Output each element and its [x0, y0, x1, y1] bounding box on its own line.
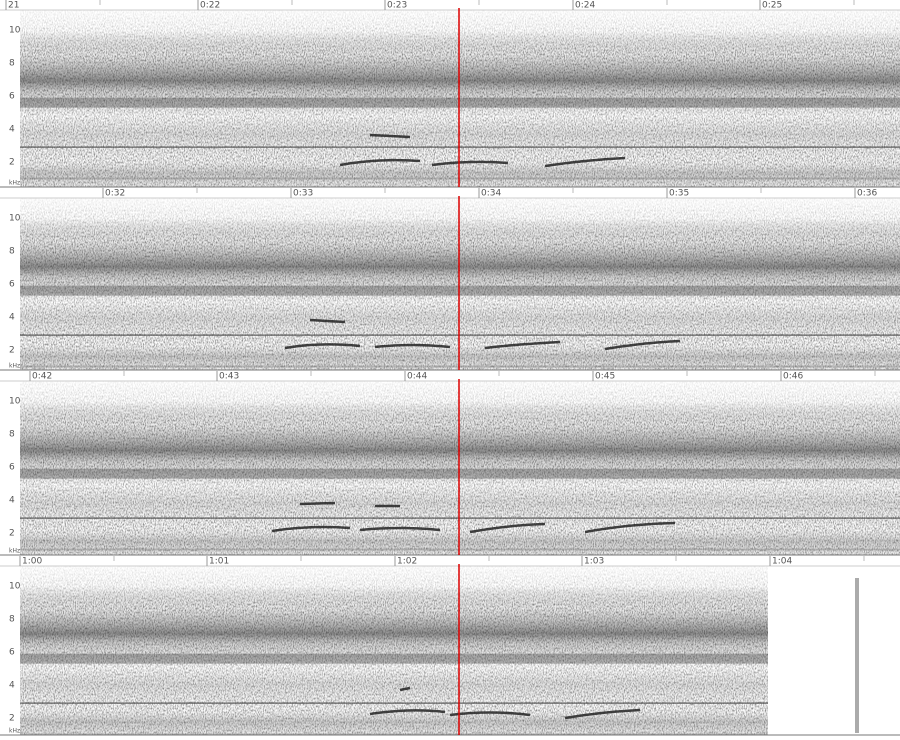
band [20, 469, 900, 479]
band [20, 98, 900, 108]
freq-label: 2 [9, 714, 15, 724]
unit-label: kHz [9, 363, 20, 370]
freq-label: 2 [9, 158, 15, 168]
freq-label: 4 [9, 125, 15, 135]
time-label: 0:45 [595, 372, 615, 382]
time-label: 0:43 [219, 372, 239, 382]
freq-label: 6 [9, 648, 15, 658]
time-label: 1:01 [209, 557, 229, 567]
freq-label: 8 [9, 247, 15, 257]
freq-label: 8 [9, 59, 15, 69]
time-label: 0:44 [407, 372, 427, 382]
time-label: 0:32 [105, 189, 125, 199]
spectrogram-view: 210:220:230:240:25108642kHz0:320:330:340… [0, 0, 900, 736]
freq-label: 6 [9, 280, 15, 290]
call-trace [300, 503, 335, 504]
time-label: 0:24 [575, 1, 595, 11]
freq-label: 6 [9, 92, 15, 102]
time-label: 1:00 [22, 557, 42, 567]
time-label: 0:22 [200, 1, 220, 11]
freq-label: 8 [9, 615, 15, 625]
time-label: 1:04 [772, 557, 792, 567]
freq-label: 2 [9, 346, 15, 356]
freq-label: 8 [9, 430, 15, 440]
silence [768, 566, 900, 735]
freq-label: 4 [9, 496, 15, 506]
spectrogram-panel: 1:00 1:01 1:02 1:03 1:04 10 8 6 4 2 kHz [0, 556, 900, 735]
unit-label: kHz [9, 180, 20, 187]
spectrogram-bands [20, 198, 900, 370]
freq-label: 10 [9, 26, 21, 36]
time-label: 0:23 [387, 1, 407, 11]
spectrogram-panel: 0:42 0:43 0:44 0:45 0:46 10 8 6 4 2 kHz [0, 371, 900, 555]
time-label: 0:25 [762, 1, 782, 11]
ruler [0, 556, 900, 566]
time-label: 0:35 [669, 189, 689, 199]
ruler [0, 371, 900, 381]
spectrogram-bands [20, 381, 900, 555]
time-label: 0:42 [32, 372, 52, 382]
ruler [0, 188, 900, 198]
freq-label: 10 [9, 214, 21, 224]
unit-label: kHz [9, 728, 20, 735]
time-label: 1:03 [584, 557, 604, 567]
time-label: 1:02 [397, 557, 417, 567]
freq-label: 10 [9, 582, 21, 592]
freq-label: 4 [9, 681, 15, 691]
freq-label: 6 [9, 463, 15, 473]
spectrogram-panel: 0:32 0:33 0:34 0:35 0:36 10 8 6 4 2 kHz [0, 188, 900, 370]
time-label: 0:36 [857, 189, 877, 199]
freq-label: 10 [9, 397, 21, 407]
band [20, 286, 900, 296]
time-label: 0:33 [293, 189, 313, 199]
click [855, 578, 859, 733]
freq-label: 4 [9, 313, 15, 323]
freq-label: 2 [9, 529, 15, 539]
spectrogram-panel: 21 0:22 0:23 0:24 0:25 10 8 6 4 2 kHz [0, 0, 900, 187]
unit-label: kHz [9, 548, 20, 555]
time-label: 0:34 [481, 189, 501, 199]
time-label: 0:46 [783, 372, 803, 382]
time-label: 21 [8, 1, 19, 11]
